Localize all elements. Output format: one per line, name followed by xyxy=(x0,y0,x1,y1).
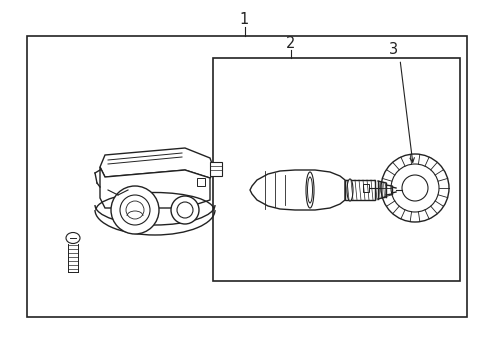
Circle shape xyxy=(111,186,159,234)
Polygon shape xyxy=(100,148,215,178)
Bar xyxy=(27,36,466,317)
Ellipse shape xyxy=(307,177,312,203)
Circle shape xyxy=(171,196,199,224)
Circle shape xyxy=(390,164,438,212)
Polygon shape xyxy=(100,167,209,208)
Circle shape xyxy=(380,154,448,222)
Circle shape xyxy=(177,202,193,218)
Bar xyxy=(345,180,374,200)
Ellipse shape xyxy=(66,233,80,243)
Circle shape xyxy=(126,201,143,219)
Text: 1: 1 xyxy=(240,12,248,27)
Bar xyxy=(209,162,222,176)
Text: 2: 2 xyxy=(285,36,295,51)
Text: 3: 3 xyxy=(388,42,397,57)
Bar xyxy=(197,178,204,186)
Polygon shape xyxy=(249,170,345,210)
Ellipse shape xyxy=(346,179,352,201)
Ellipse shape xyxy=(305,172,313,208)
Bar xyxy=(362,184,368,192)
Circle shape xyxy=(120,195,150,225)
Bar xyxy=(212,58,459,281)
Circle shape xyxy=(401,175,427,201)
